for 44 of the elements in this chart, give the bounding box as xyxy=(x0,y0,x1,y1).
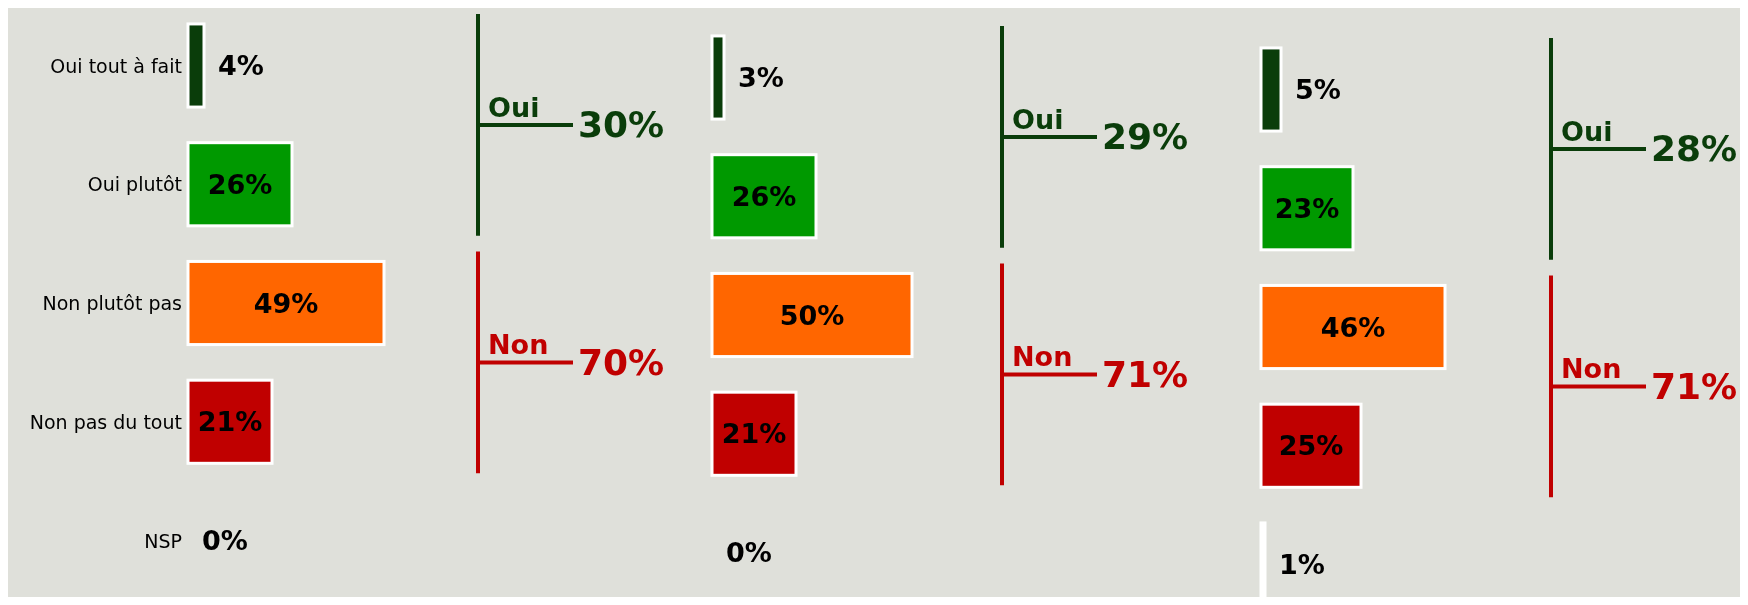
data-label: 0% xyxy=(726,537,772,568)
bar xyxy=(186,259,386,347)
text: Non xyxy=(1012,341,1073,373)
data-label: 46% xyxy=(1320,311,1386,343)
bar xyxy=(710,271,914,359)
data-label: 26% xyxy=(207,168,273,200)
y-tick-label: Oui plutôt xyxy=(87,173,182,196)
text: Oui xyxy=(488,91,540,123)
bar xyxy=(186,22,206,109)
bar xyxy=(186,141,294,228)
data-label: 21% xyxy=(721,418,787,450)
data-label: 50% xyxy=(779,299,845,331)
bar xyxy=(710,34,726,121)
data-label: 26% xyxy=(731,180,797,212)
text: 71% xyxy=(1651,365,1738,407)
bar xyxy=(186,378,274,465)
text: Oui xyxy=(1012,103,1064,135)
bar xyxy=(1259,402,1363,489)
text: Non xyxy=(1561,353,1622,385)
bar xyxy=(710,153,818,240)
data-label: 4% xyxy=(218,50,264,81)
text: Oui xyxy=(1561,115,1613,147)
text: 30% xyxy=(578,104,665,146)
data-label: 5% xyxy=(1295,74,1341,105)
bar xyxy=(1259,283,1447,371)
data-label: 3% xyxy=(738,62,784,93)
data-label: 49% xyxy=(253,287,319,319)
y-tick-label: Non plutôt pas xyxy=(42,292,182,314)
data-label: 0% xyxy=(202,525,248,556)
text: 28% xyxy=(1651,128,1738,170)
text: 29% xyxy=(1102,116,1189,158)
data-label: 21% xyxy=(197,406,263,438)
text: Non xyxy=(488,329,549,361)
y-tick-label: Oui tout à fait xyxy=(50,54,182,77)
data-label: 23% xyxy=(1274,192,1340,224)
text: 71% xyxy=(1102,353,1189,395)
bar xyxy=(1259,165,1355,252)
bar xyxy=(710,390,798,477)
data-label: 1% xyxy=(1279,549,1325,580)
bar xyxy=(1259,46,1283,133)
y-tick-label: NSP xyxy=(144,529,182,552)
y-tick-label: Non pas du tout xyxy=(29,410,182,433)
text: 70% xyxy=(578,341,665,383)
data-label: 25% xyxy=(1278,430,1344,462)
